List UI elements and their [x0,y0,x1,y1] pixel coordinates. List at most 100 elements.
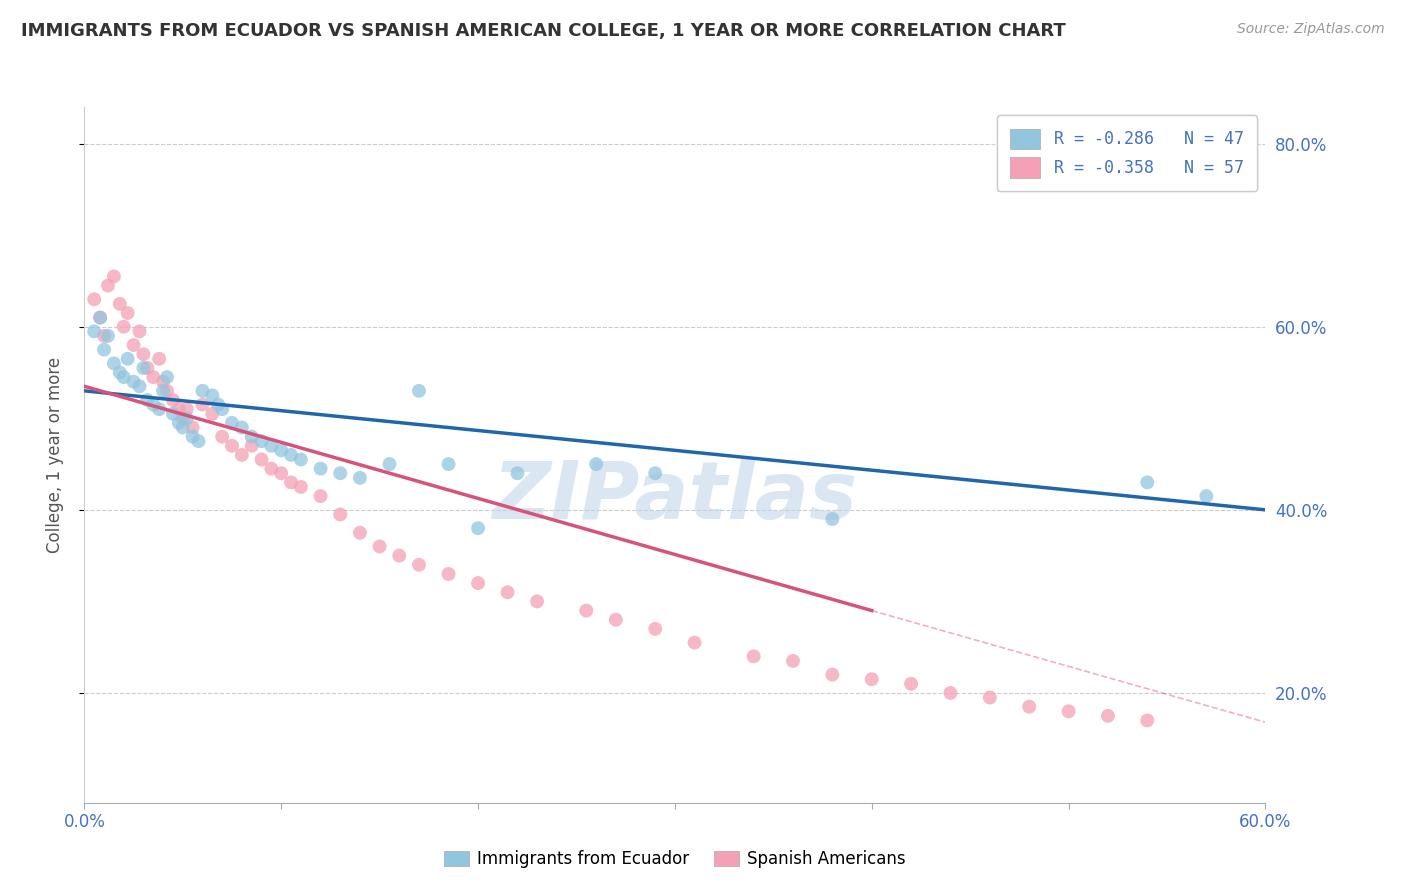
Point [782,654,804,668]
Point [172,420,194,434]
Point [142,398,165,412]
Point [506,467,529,481]
Point [437,566,460,581]
Point [117,351,139,366]
Point [270,467,292,481]
Point [201,407,224,421]
Point [148,402,170,417]
Point [83,293,105,307]
Point [201,388,224,402]
Point [644,622,666,636]
Point [187,434,209,449]
Point [89,310,111,325]
Point [181,429,204,443]
Point [290,480,312,494]
Point [644,467,666,481]
Point [132,347,155,361]
Point [860,672,883,686]
Point [162,407,184,421]
Point [329,467,352,481]
Point [93,329,115,343]
Point [97,329,120,343]
Point [231,448,253,462]
Point [240,429,263,443]
Point [437,457,460,471]
Point [176,402,198,417]
Point [575,603,598,617]
Point [368,540,391,554]
Point [231,420,253,434]
Point [122,375,145,389]
Point [191,398,214,412]
Point [108,297,131,311]
Point [280,448,302,462]
Point [329,508,352,522]
Point [250,452,273,467]
Point [378,457,401,471]
Point [103,356,125,370]
Point [156,384,179,398]
Point [349,471,371,485]
Point [152,384,174,398]
Point [112,370,135,384]
Point [1097,708,1119,723]
Point [172,411,194,425]
Point [221,416,243,430]
Point [191,384,214,398]
Point [176,411,198,425]
Point [260,461,283,475]
Text: ZIPatlas: ZIPatlas [492,458,858,536]
Point [939,686,962,700]
Point [152,375,174,389]
Point [683,635,706,649]
Text: IMMIGRANTS FROM ECUADOR VS SPANISH AMERICAN COLLEGE, 1 YEAR OR MORE CORRELATION : IMMIGRANTS FROM ECUADOR VS SPANISH AMERI… [21,22,1066,40]
Point [221,439,243,453]
Point [270,443,292,458]
Point [585,457,607,471]
Point [1057,704,1080,718]
Point [117,306,139,320]
Text: Source: ZipAtlas.com: Source: ZipAtlas.com [1237,22,1385,37]
Point [148,351,170,366]
Point [136,360,159,375]
Point [742,649,765,664]
Point [467,576,489,591]
Point [181,420,204,434]
Point [211,402,233,417]
Point [408,558,430,572]
Point [112,319,135,334]
Point [260,439,283,453]
Point [211,429,233,443]
Point [979,690,1001,705]
Point [309,461,332,475]
Point [162,392,184,407]
Point [108,366,131,380]
Point [240,439,263,453]
Point [467,521,489,535]
Point [128,324,150,338]
Point [132,360,155,375]
Point [156,370,179,384]
Point [309,489,332,503]
Point [136,392,159,407]
Point [280,475,302,490]
Point [207,398,229,412]
Point [388,549,411,563]
Point [821,512,844,526]
Point [496,585,519,599]
Point [103,269,125,284]
Point [89,310,111,325]
Legend: R = -0.286   N = 47, R = -0.358   N = 57: R = -0.286 N = 47, R = -0.358 N = 57 [997,115,1257,191]
Legend: Immigrants from Ecuador, Spanish Americans: Immigrants from Ecuador, Spanish America… [437,844,912,875]
Point [122,338,145,352]
Point [128,379,150,393]
Point [526,594,548,608]
Point [93,343,115,357]
Point [349,525,371,540]
Point [97,278,120,293]
Point [605,613,627,627]
Point [900,677,922,691]
Point [167,416,190,430]
Point [821,667,844,681]
Point [1195,489,1218,503]
